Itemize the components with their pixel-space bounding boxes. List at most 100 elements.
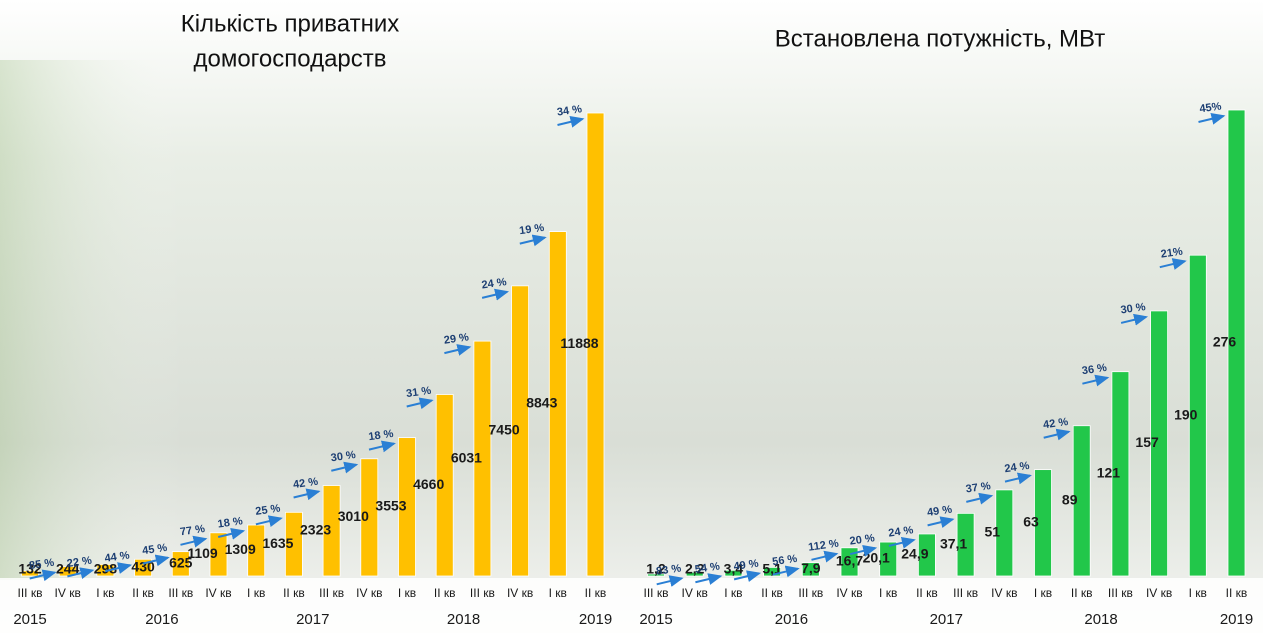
value-label: 16,7 bbox=[836, 553, 863, 569]
value-label: 3553 bbox=[375, 498, 406, 514]
growth-arrow bbox=[481, 288, 510, 301]
growth-arrow bbox=[444, 344, 472, 356]
bar bbox=[918, 533, 936, 577]
growth-label: 30 % bbox=[1120, 301, 1147, 316]
growth-arrow bbox=[293, 488, 321, 501]
group-label: 2017 bbox=[296, 611, 329, 628]
value-label: 625 bbox=[169, 555, 193, 571]
group-label: 2019 bbox=[1220, 611, 1253, 628]
x-tick-label: II кв bbox=[434, 586, 456, 600]
growth-label: 36 % bbox=[1081, 362, 1108, 377]
x-tick-label: I кв bbox=[1034, 586, 1052, 600]
bar bbox=[171, 551, 190, 577]
x-tick-label: III кв bbox=[953, 586, 978, 600]
growth-label: 31 % bbox=[405, 385, 432, 400]
value-label: 2,2 bbox=[685, 561, 705, 577]
growth-label: 56 % bbox=[772, 553, 799, 568]
bar bbox=[360, 458, 379, 577]
value-label: 51 bbox=[985, 524, 1001, 540]
x-tick-label: IV кв bbox=[682, 586, 708, 600]
value-label: 157 bbox=[1135, 434, 1159, 450]
growth-arrow bbox=[1082, 374, 1110, 387]
growth-label: 44 % bbox=[104, 549, 131, 564]
growth-label: 22 % bbox=[66, 555, 93, 570]
x-tick-label: III кв bbox=[798, 586, 823, 600]
growth-arrow bbox=[811, 550, 839, 563]
growth-arrow bbox=[1198, 112, 1226, 125]
value-label: 1,2 bbox=[646, 561, 666, 577]
growth-label: 18 % bbox=[217, 515, 244, 530]
bar bbox=[1150, 310, 1168, 577]
bar bbox=[209, 532, 228, 577]
growth-arrow bbox=[406, 397, 434, 410]
chart-title: Кількість приватних bbox=[181, 10, 400, 37]
bar bbox=[398, 437, 416, 577]
growth-label: 42 % bbox=[1042, 416, 1069, 431]
growth-label: 85 % bbox=[28, 557, 55, 572]
growth-arrow bbox=[888, 536, 916, 549]
group-label: 2015 bbox=[639, 611, 672, 628]
bar bbox=[647, 573, 665, 577]
growth-arrow bbox=[368, 440, 396, 453]
group-label: 2016 bbox=[145, 611, 178, 628]
value-label: 7,9 bbox=[801, 560, 821, 576]
growth-arrow bbox=[849, 545, 878, 557]
growth-label: 54 % bbox=[694, 560, 721, 575]
value-label: 298 bbox=[94, 561, 118, 577]
growth-arrow bbox=[695, 573, 723, 585]
bar bbox=[322, 485, 341, 577]
growth-arrow bbox=[656, 575, 684, 587]
x-tick-label: IV кв bbox=[205, 586, 231, 600]
bar bbox=[879, 541, 898, 577]
growth-label: 37 % bbox=[965, 480, 992, 495]
growth-arrow bbox=[966, 492, 994, 505]
bar bbox=[473, 340, 492, 577]
growth-label: 49 % bbox=[926, 504, 953, 519]
growth-arrow bbox=[67, 567, 95, 580]
x-tick-label: IV кв bbox=[356, 586, 382, 600]
value-label: 121 bbox=[1097, 465, 1121, 481]
bar bbox=[724, 569, 743, 577]
growth-arrow bbox=[331, 461, 359, 474]
growth-arrow bbox=[733, 570, 762, 583]
x-tick-label: I кв bbox=[96, 586, 114, 600]
group-label: 2015 bbox=[13, 611, 46, 628]
growth-arrow bbox=[217, 527, 246, 540]
x-tick-label: III кв bbox=[470, 586, 495, 600]
x-tick-label: II кв bbox=[283, 586, 305, 600]
bar bbox=[511, 285, 530, 577]
x-tick-label: II кв bbox=[1071, 586, 1093, 600]
bar bbox=[801, 562, 820, 577]
value-label: 4660 bbox=[413, 476, 444, 492]
x-tick-label: I кв bbox=[247, 586, 265, 600]
bar bbox=[995, 489, 1014, 577]
group-label: 2016 bbox=[775, 611, 808, 628]
value-label: 1109 bbox=[187, 545, 218, 561]
value-label: 63 bbox=[1023, 514, 1039, 530]
growth-arrow bbox=[772, 565, 800, 578]
value-label: 3010 bbox=[338, 508, 369, 524]
bar bbox=[1111, 371, 1130, 577]
growth-label: 42 % bbox=[292, 476, 319, 491]
x-tick-label: IV кв bbox=[55, 586, 81, 600]
x-tick-label: III кв bbox=[168, 586, 193, 600]
x-tick-label: II кв bbox=[132, 586, 154, 600]
growth-label: 77 % bbox=[179, 523, 206, 538]
bar bbox=[1227, 109, 1246, 577]
bar bbox=[21, 570, 39, 577]
bar bbox=[956, 512, 975, 577]
value-label: 24,9 bbox=[901, 546, 928, 562]
axis-band bbox=[0, 578, 1263, 633]
x-tick-label: IV кв bbox=[836, 586, 862, 600]
growth-arrow bbox=[1043, 428, 1071, 441]
x-tick-label: I кв bbox=[1189, 586, 1207, 600]
x-tick-label: III кв bbox=[319, 586, 344, 600]
x-tick-label: IV кв bbox=[507, 586, 533, 600]
growth-arrow bbox=[1120, 313, 1149, 326]
growth-arrow bbox=[142, 554, 170, 567]
growth-label: 45 % bbox=[142, 542, 169, 557]
chart-title: домогосподарств bbox=[193, 45, 386, 72]
bar bbox=[548, 231, 567, 577]
group-label: 2018 bbox=[447, 611, 480, 628]
bar bbox=[685, 571, 704, 577]
